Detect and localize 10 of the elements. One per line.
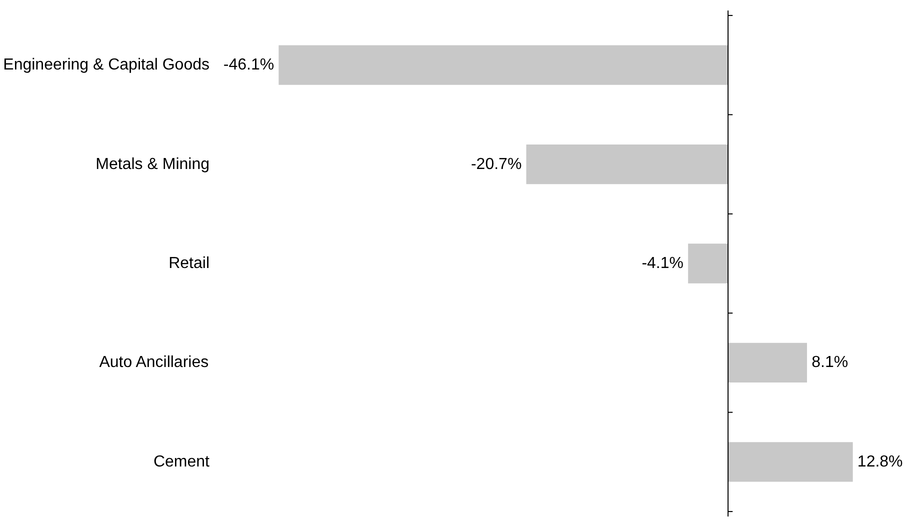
y-tick-label: Engineering & Capital Goods [3,56,210,74]
y-tick-label: Cement [153,453,210,470]
y-tick-label: Auto Ancillaries [99,354,209,372]
data-label: -4.1% [642,255,684,272]
y-tick-label: Retail [168,255,210,272]
data-label: 12.8% [857,453,903,470]
data-label: 8.1% [812,354,848,372]
y-tick-label: Metals & Mining [96,156,210,173]
data-label: -20.7% [470,156,522,173]
data-label: -46.1% [223,56,274,74]
